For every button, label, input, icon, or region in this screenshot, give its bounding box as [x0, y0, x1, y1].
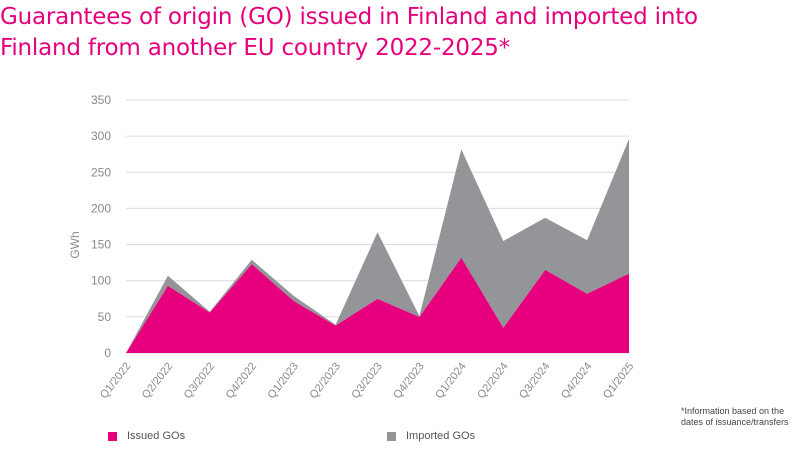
- y-axis-label: GWh: [68, 231, 82, 258]
- x-tick-label: Q3/2024: [517, 360, 552, 401]
- legend-swatch-issued: [108, 431, 117, 441]
- y-tick-label: 250: [91, 165, 111, 179]
- footnote: *Information based on the dates of issua…: [681, 406, 789, 427]
- x-tick-label: Q1/2024: [433, 360, 468, 401]
- area-issued: [126, 257, 629, 353]
- legend-swatch-imported: [387, 431, 396, 441]
- y-tick-label: 0: [104, 346, 111, 360]
- y-tick-labels: 0 50 100 150 200 250 300 350: [91, 93, 111, 360]
- y-tick-label: 200: [91, 201, 111, 215]
- area-imported: [126, 139, 629, 353]
- legend-item-imported: Imported GOs: [387, 430, 475, 442]
- x-tick-label: Q4/2023: [391, 360, 426, 401]
- legend-item-issued: Issued GOs: [108, 430, 185, 442]
- x-tick-label: Q2/2022: [140, 360, 175, 401]
- y-tick-label: 350: [91, 93, 111, 107]
- x-tick-label: Q4/2022: [224, 360, 259, 401]
- x-tick-label: Q4/2024: [559, 360, 594, 401]
- y-tick-label: 300: [91, 129, 111, 143]
- x-tick-label: Q3/2022: [182, 360, 217, 401]
- x-tick-label: Q1/2023: [266, 360, 301, 401]
- x-tick-label: Q2/2024: [475, 360, 510, 401]
- x-tick-label: Q2/2023: [308, 360, 343, 401]
- x-tick-label: Q1/2025: [601, 360, 636, 401]
- legend-label-issued: Issued GOs: [127, 430, 186, 442]
- x-tick-labels: Q1/2022 Q2/2022 Q3/2022 Q4/2022 Q1/2023 Q2/20…: [98, 360, 636, 401]
- area-series: [126, 139, 629, 353]
- legend-label-imported: Imported GOs: [406, 430, 476, 442]
- x-tick-label: Q1/2022: [98, 360, 133, 401]
- chart-title: Guarantees of origin (GO) issued in Finl…: [0, 4, 698, 61]
- y-tick-label: 50: [98, 310, 112, 324]
- y-tick-label: 150: [91, 238, 111, 252]
- x-tick-label: Q3/2023: [349, 360, 384, 401]
- y-tick-label: 100: [91, 274, 111, 288]
